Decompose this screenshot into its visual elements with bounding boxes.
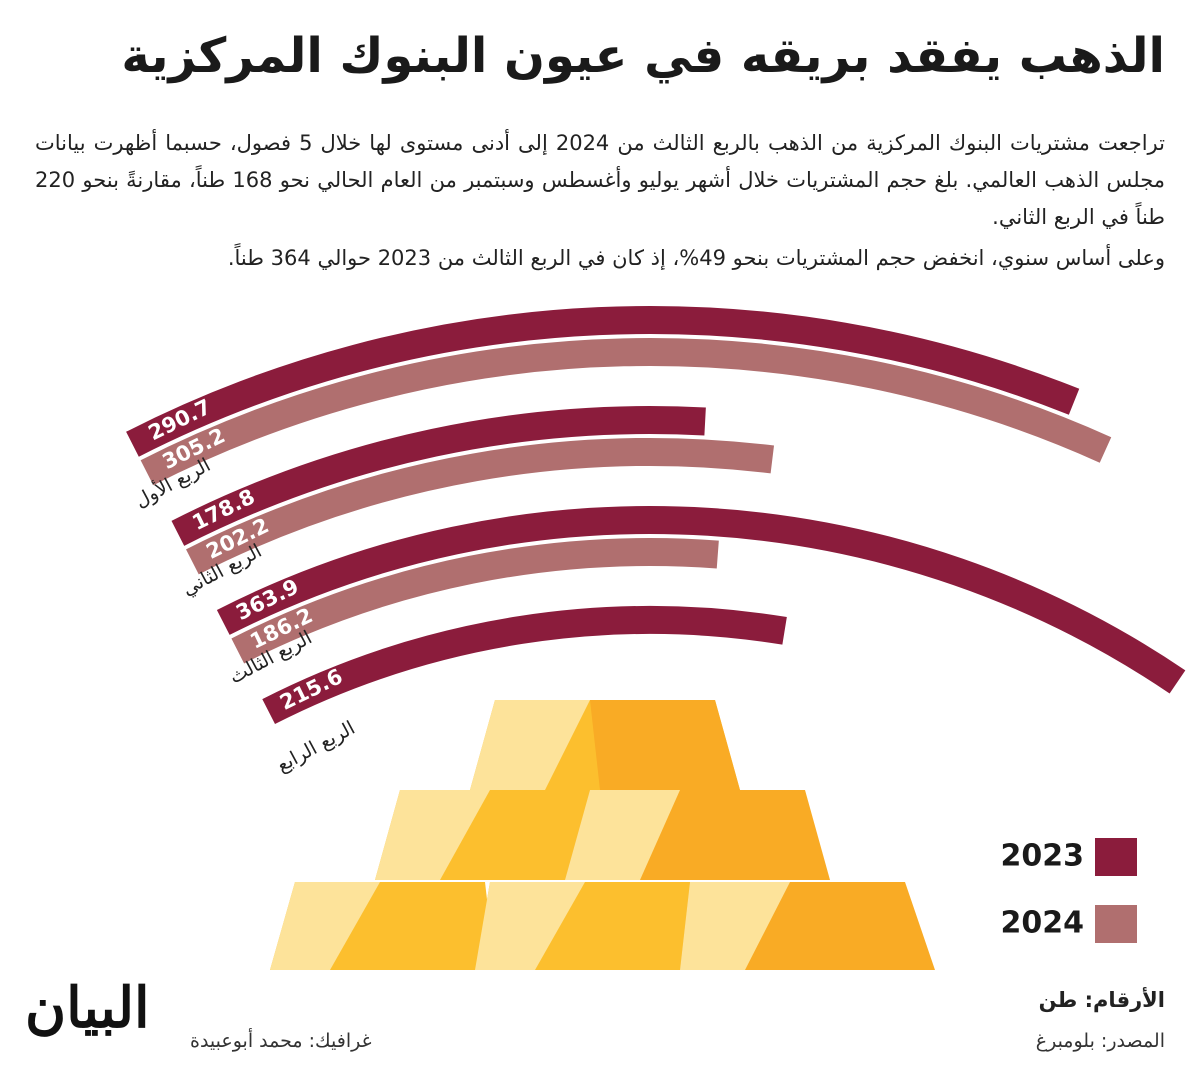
legend-label: 2024 (1001, 906, 1085, 941)
paragraph: وعلى أساس سنوي، انخفض حجم المشتريات بنحو… (227, 246, 1165, 270)
arc-bar (186, 438, 775, 575)
legend-label: 2023 (1001, 839, 1085, 874)
subtitle: تراجعت مشتريات البنوك المركزية من الذهب … (35, 125, 1165, 281)
legend-swatch (1095, 838, 1137, 876)
title: الذهب يفقد بريقه في عيون البنوك المركزية (121, 28, 1165, 84)
arc-bar (140, 338, 1112, 486)
credit: غرافيك: محمد أبوعبيدة (190, 1030, 372, 1052)
units-note: الأرقام: طن (1038, 988, 1165, 1012)
legend: 2023 2024 (1001, 838, 1137, 943)
legend-swatch (1095, 905, 1137, 943)
category-label: الربع الرابع (273, 717, 359, 777)
logo: البيان (25, 975, 150, 1041)
paragraph: تراجعت مشتريات البنوك المركزية من الذهب … (35, 131, 1165, 229)
arc-bar (216, 506, 1186, 694)
arc-bar (262, 606, 787, 725)
arc-bar (231, 538, 719, 664)
source: المصدر: بلومبرغ (1035, 1030, 1165, 1052)
value-label: 215.6 (276, 664, 346, 715)
arc-bar (126, 306, 1080, 457)
gold-bars (270, 700, 935, 970)
arc-bar (171, 406, 706, 546)
